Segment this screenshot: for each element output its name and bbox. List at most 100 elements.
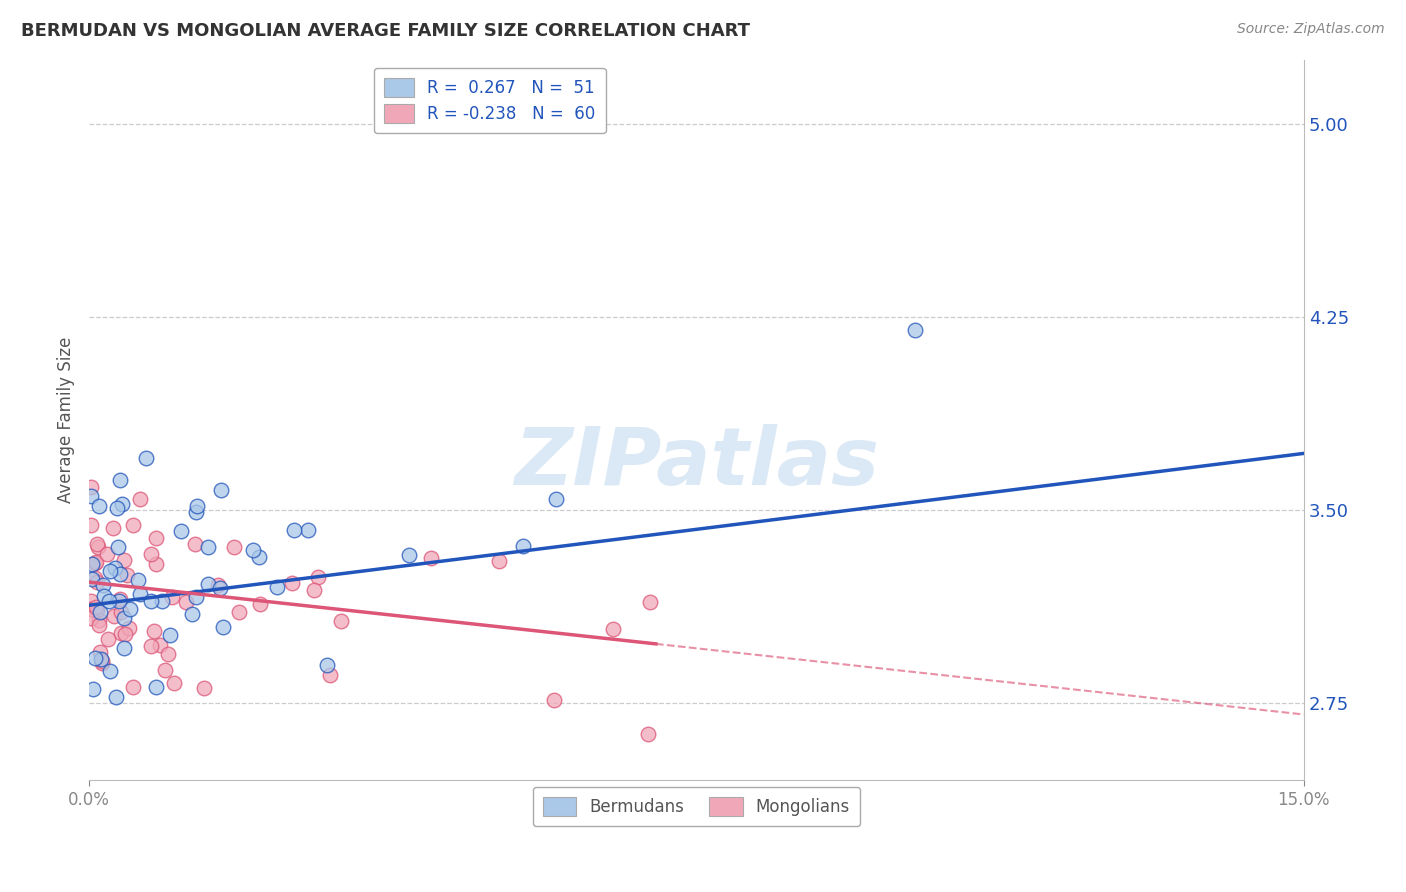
Point (904, 323, 927, 337)
Point (602, 623, 624, 637)
Point (112, 553, 135, 567)
Point (283, 524, 305, 538)
Point (100, 664, 122, 678)
Point (105, 500, 128, 515)
Point (297, 523, 319, 537)
Point (89, 499, 111, 513)
Point (86, 537, 108, 551)
Point (108, 474, 131, 488)
Point (319, 668, 342, 682)
Point (211, 620, 233, 634)
Point (96, 547, 118, 561)
Point (159, 628, 181, 642)
Point (80, 479, 103, 493)
Point (127, 574, 149, 588)
Point (82, 572, 104, 586)
Point (89, 605, 111, 619)
Point (145, 558, 167, 572)
Point (90, 651, 112, 665)
Point (80, 489, 103, 503)
Point (121, 680, 143, 694)
Point (242, 542, 264, 557)
Point (107, 541, 129, 555)
Point (112, 611, 135, 625)
Point (97, 632, 120, 647)
Point (139, 594, 162, 608)
Point (89, 645, 111, 659)
Point (103, 609, 125, 624)
Point (101, 521, 124, 535)
Point (83, 571, 105, 585)
Point (104, 690, 127, 705)
Point (98, 564, 121, 578)
Point (91, 578, 114, 592)
Point (145, 680, 167, 694)
Point (142, 624, 165, 638)
Point (80, 594, 103, 608)
Point (83, 557, 105, 571)
Point (145, 532, 167, 546)
Point (86, 555, 108, 569)
Point (139, 547, 162, 561)
Point (150, 594, 173, 608)
Point (108, 567, 131, 582)
Point (129, 492, 152, 507)
Point (118, 602, 141, 616)
Point (193, 681, 215, 695)
Point (280, 575, 302, 590)
Point (86, 603, 108, 617)
Point (86, 575, 108, 590)
Point (512, 539, 534, 553)
Point (170, 524, 193, 538)
Point (174, 595, 197, 609)
Legend: Bermudans, Mongolians: Bermudans, Mongolians (533, 787, 860, 826)
Point (544, 492, 567, 507)
Point (180, 607, 202, 621)
Point (162, 591, 184, 605)
Point (184, 590, 207, 604)
Point (316, 658, 339, 673)
Point (398, 549, 420, 563)
Point (184, 505, 207, 519)
Y-axis label: Average Family Size: Average Family Size (58, 337, 75, 503)
Point (122, 517, 145, 532)
Text: BERMUDAN VS MONGOLIAN AVERAGE FAMILY SIZE CORRELATION CHART: BERMUDAN VS MONGOLIAN AVERAGE FAMILY SIZ… (21, 22, 749, 40)
Point (91, 654, 114, 668)
Point (307, 569, 329, 583)
Point (108, 592, 131, 607)
Point (114, 627, 136, 641)
Point (104, 560, 127, 574)
Text: Source: ZipAtlas.com: Source: ZipAtlas.com (1237, 22, 1385, 37)
Point (80, 518, 103, 533)
Point (488, 554, 510, 568)
Point (207, 578, 229, 592)
Point (111, 497, 134, 511)
Point (80, 611, 103, 625)
Point (249, 597, 271, 611)
Point (153, 663, 176, 677)
Point (89, 613, 111, 627)
Point (156, 647, 179, 661)
Point (135, 451, 157, 466)
Point (84, 651, 107, 665)
Point (139, 639, 162, 653)
Point (266, 580, 288, 594)
Point (114, 640, 136, 655)
Point (110, 605, 132, 619)
Point (82, 557, 104, 571)
Point (149, 638, 172, 652)
Point (163, 676, 186, 690)
Point (304, 582, 326, 597)
Point (638, 594, 661, 608)
Point (209, 483, 232, 498)
Point (197, 577, 219, 591)
Point (420, 551, 443, 566)
Point (228, 605, 250, 619)
Point (184, 537, 207, 551)
Point (93, 589, 115, 603)
Text: ZIPatlas: ZIPatlas (513, 425, 879, 502)
Point (110, 626, 132, 640)
Point (543, 693, 565, 707)
Point (224, 541, 246, 555)
Point (82, 681, 104, 696)
